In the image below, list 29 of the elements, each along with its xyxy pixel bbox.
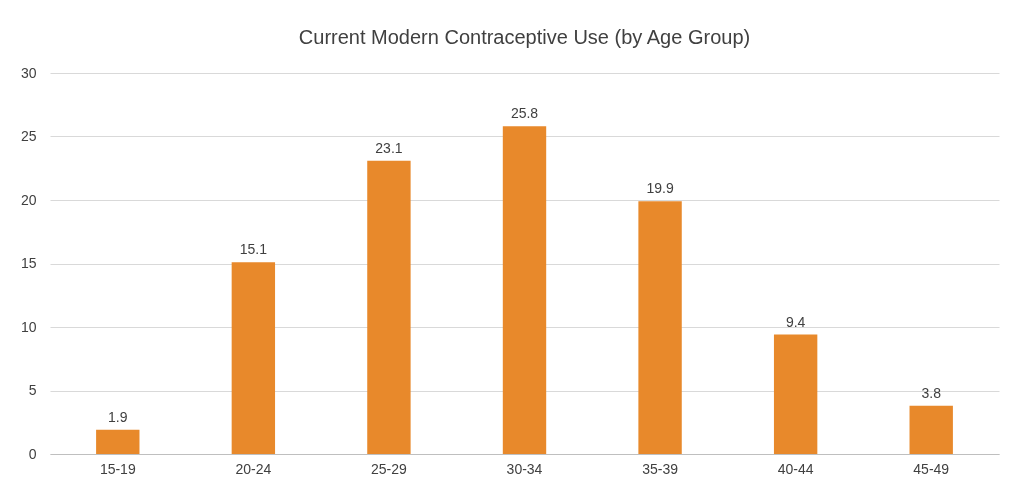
bar: [96, 429, 140, 454]
y-tick-label: 15: [20, 255, 37, 271]
x-tick-label: 15-19: [99, 460, 136, 477]
bar: [638, 201, 682, 454]
data-label: 15.1: [239, 241, 268, 258]
x-tick-label: 25-29: [371, 460, 408, 477]
bar: [773, 334, 818, 454]
data-label: 1.9: [108, 408, 128, 425]
data-label: 9.4: [785, 313, 806, 330]
data-label: 25.8: [510, 105, 539, 122]
data-label: 19.9: [646, 180, 674, 197]
x-tick-label: 35-39: [642, 460, 679, 477]
y-tick-label: 20: [20, 191, 37, 208]
y-tick-label: 30: [20, 64, 37, 81]
bar: [231, 262, 276, 454]
bar: [367, 160, 411, 454]
data-label: 3.8: [921, 384, 942, 401]
chart-title: Current Modern Contraceptive Use (by Age Group): [298, 26, 751, 48]
y-tick-label: 25: [20, 128, 37, 144]
x-tick-label: 20-24: [235, 460, 272, 477]
x-tick-label: 30-34: [506, 460, 543, 477]
y-tick-label: 0: [28, 445, 37, 462]
y-tick-label: 10: [20, 318, 37, 335]
x-tick-label: 45-49: [913, 460, 950, 477]
x-tick-label: 40-44: [777, 460, 814, 477]
y-tick-label: 5: [28, 382, 37, 398]
data-label: 23.1: [375, 139, 403, 156]
bar: [502, 126, 547, 454]
bar: [909, 405, 953, 454]
